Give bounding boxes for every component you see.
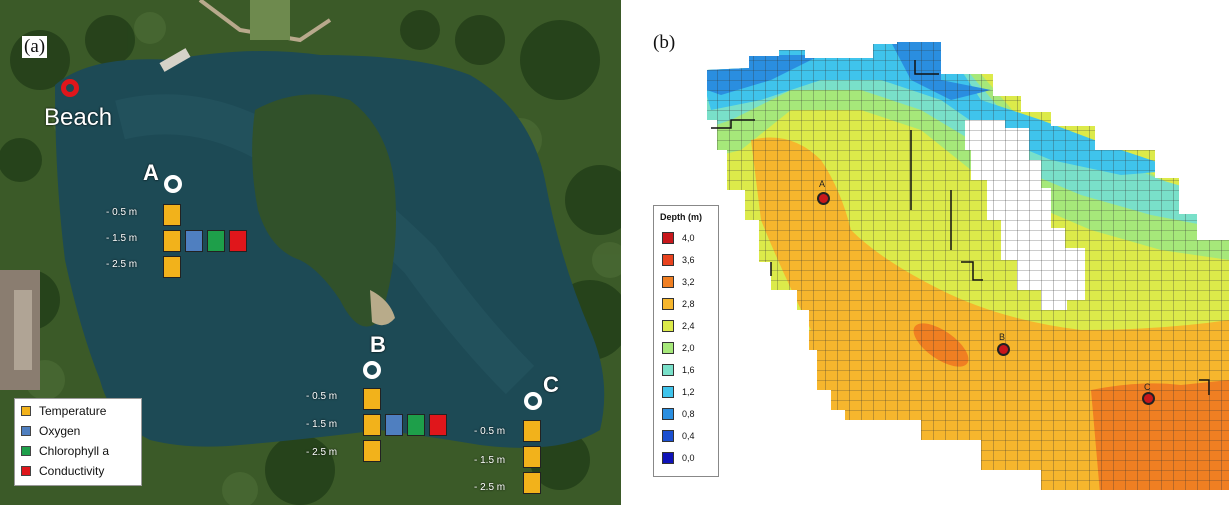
site-b-depth-1: - 1.5 m (306, 419, 338, 430)
site-a-label: A (143, 160, 159, 185)
site-c-temp-0 (523, 420, 541, 442)
site-b-temp-0 (363, 388, 381, 410)
site-a-chlorophyll (207, 230, 225, 252)
depth-legend-title: Depth (m) (660, 212, 702, 222)
depth-swatch (662, 386, 674, 398)
depth-legend-label: 2,8 (682, 299, 695, 309)
beach-label: Beach (44, 104, 113, 131)
bathymetry-panel: (b) A B C Depth (m) 4,0 3,6 3,2 2,8 2,4 … (621, 0, 1229, 505)
depth-legend-item: 2,4 (662, 319, 695, 333)
depth-legend: Depth (m) 4,0 3,6 3,2 2,8 2,4 2,0 1,6 1,… (653, 205, 719, 477)
conductivity-swatch (21, 466, 31, 476)
depth-swatch (662, 298, 674, 310)
marker-c-icon (1142, 392, 1155, 405)
site-b-depth-2: - 2.5 m (306, 447, 338, 458)
depth-legend-item: 3,6 (662, 253, 695, 267)
depth-legend-label: 2,0 (682, 343, 695, 353)
depth-legend-item: 0,0 (662, 451, 695, 465)
legend-item-temperature: Temperature (21, 404, 106, 418)
panel-b-label: (b) (653, 32, 676, 53)
depth-swatch (662, 430, 674, 442)
depth-legend-label: 3,6 (682, 255, 695, 265)
depth-legend-label: 3,2 (682, 277, 695, 287)
site-c-depth-0: - 0.5 m (474, 426, 506, 437)
depth-legend-item: 0,8 (662, 407, 695, 421)
depth-legend-item: 0,4 (662, 429, 695, 443)
site-b-marker-icon (363, 361, 381, 379)
legend-label: Oxygen (39, 424, 81, 438)
site-c-depth-2: - 2.5 m (474, 482, 506, 493)
depth-legend-label: 0,4 (682, 431, 695, 441)
depth-legend-label: 1,6 (682, 365, 695, 375)
site-c-label: C (543, 372, 559, 397)
depth-legend-label: 2,4 (682, 321, 695, 331)
site-a-conductivity (229, 230, 247, 252)
site-b-depth-0: - 0.5 m (306, 391, 338, 402)
depth-swatch (662, 364, 674, 376)
site-a-oxygen (185, 230, 203, 252)
depth-swatch (662, 254, 674, 266)
site-b-chlorophyll (407, 414, 425, 436)
depth-legend-label: 4,0 (682, 233, 695, 243)
site-a-depth-0: - 0.5 m (106, 207, 138, 218)
chlorophyll-swatch (21, 446, 31, 456)
site-c-temp-1 (523, 446, 541, 468)
variables-legend: Temperature Oxygen Chlorophyll a Conduct… (14, 398, 142, 486)
legend-label: Temperature (39, 404, 107, 418)
depth-legend-item: 1,2 (662, 385, 695, 399)
depth-swatch (662, 342, 674, 354)
site-b-label: B (370, 332, 386, 357)
site-b-conductivity (429, 414, 447, 436)
site-a-temp-2 (163, 256, 181, 278)
beach-marker-icon (61, 79, 79, 97)
depth-legend-item: 4,0 (662, 231, 695, 245)
site-a-marker-icon (164, 175, 182, 193)
site-c-depth-1: - 1.5 m (474, 455, 506, 466)
site-b-temp-1 (363, 414, 381, 436)
temperature-swatch (21, 406, 31, 416)
aerial-photo-panel: (a) Beach A - 0.5 m - 1.5 m - 2.5 m B - … (0, 0, 621, 505)
oxygen-swatch (21, 426, 31, 436)
panel-a-label: (a) (22, 36, 48, 58)
legend-label: Chlorophyll a (39, 444, 110, 458)
depth-legend-item: 2,8 (662, 297, 695, 311)
marker-b-label: B (999, 332, 1006, 342)
site-a-depth-2: - 2.5 m (106, 259, 138, 270)
marker-a-icon (817, 192, 830, 205)
depth-swatch (662, 320, 674, 332)
depth-legend-item: 2,0 (662, 341, 695, 355)
depth-legend-item: 1,6 (662, 363, 695, 377)
site-b-oxygen (385, 414, 403, 436)
legend-item-oxygen: Oxygen (21, 424, 80, 438)
marker-b-icon (997, 343, 1010, 356)
depth-swatch (662, 408, 674, 420)
site-a-temp-1 (163, 230, 181, 252)
marker-c-label: C (1144, 382, 1151, 392)
bathymetry-map (707, 42, 1229, 490)
depth-swatch (662, 452, 674, 464)
legend-item-conductivity: Conductivity (21, 464, 104, 478)
legend-label: Conductivity (39, 464, 105, 478)
depth-legend-label: 0,0 (682, 453, 695, 463)
marker-a-label: A (819, 179, 826, 189)
site-a-temp-0 (163, 204, 181, 226)
site-c-temp-2 (523, 472, 541, 494)
legend-item-chlorophyll: Chlorophyll a (21, 444, 109, 458)
site-c-marker-icon (524, 392, 542, 410)
depth-legend-item: 3,2 (662, 275, 695, 289)
depth-swatch (662, 232, 674, 244)
depth-legend-label: 0,8 (682, 409, 695, 419)
depth-legend-label: 1,2 (682, 387, 695, 397)
site-a-depth-1: - 1.5 m (106, 233, 138, 244)
site-b-temp-2 (363, 440, 381, 462)
aerial-photo (0, 0, 621, 505)
depth-swatch (662, 276, 674, 288)
